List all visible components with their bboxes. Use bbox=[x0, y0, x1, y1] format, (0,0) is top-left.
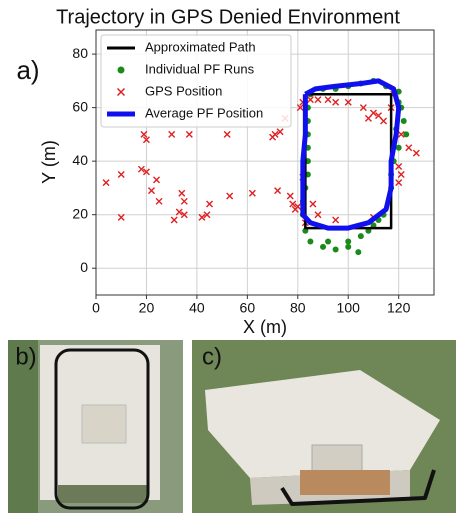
legend-swatch bbox=[117, 66, 125, 74]
path-line bbox=[304, 92, 393, 230]
pf-point bbox=[357, 233, 364, 240]
legend-label: GPS Position bbox=[145, 83, 222, 98]
gps-point bbox=[180, 197, 188, 205]
panel-label: c) bbox=[202, 343, 222, 370]
gps-point bbox=[198, 213, 206, 221]
pf-point bbox=[400, 118, 407, 125]
gps-point bbox=[397, 130, 405, 138]
gps-point bbox=[306, 96, 314, 104]
pf-point bbox=[403, 131, 410, 138]
gps-point bbox=[395, 179, 403, 187]
gps-point bbox=[332, 216, 340, 224]
pf-point bbox=[355, 249, 362, 256]
x-tick-label: 20 bbox=[139, 300, 155, 316]
x-tick-label: 120 bbox=[387, 300, 411, 316]
panel-label: b) bbox=[15, 343, 36, 370]
gps-point bbox=[140, 130, 148, 138]
gps-point bbox=[185, 130, 193, 138]
legend-box bbox=[100, 34, 292, 128]
pf-point bbox=[345, 243, 352, 250]
gps-point bbox=[405, 144, 413, 152]
gps-point bbox=[117, 171, 125, 179]
panel-label: a) bbox=[16, 55, 39, 85]
chart-title: Trajectory in GPS Denied Environment bbox=[56, 6, 400, 28]
plot-marks bbox=[102, 77, 420, 256]
y-tick-label: 20 bbox=[72, 205, 88, 221]
legend-label: Average PF Position bbox=[145, 105, 263, 120]
y-tick-label: 0 bbox=[80, 259, 88, 275]
gps-point bbox=[359, 104, 367, 112]
gps-point bbox=[332, 98, 340, 106]
gps-point bbox=[180, 211, 188, 219]
y-tick-label: 40 bbox=[72, 152, 88, 168]
gps-point bbox=[291, 205, 299, 213]
x-tick-label: 40 bbox=[189, 300, 205, 316]
photo-c: c) bbox=[192, 340, 456, 513]
y-tick-label: 60 bbox=[72, 98, 88, 114]
gps-point bbox=[203, 211, 211, 219]
gps-point bbox=[153, 176, 161, 184]
gps-point bbox=[274, 187, 282, 195]
gps-point bbox=[314, 211, 322, 219]
gps-point bbox=[206, 200, 214, 208]
photo-b: b) bbox=[8, 340, 183, 513]
gps-point bbox=[286, 192, 294, 200]
legend-label: Approximated Path bbox=[145, 39, 256, 54]
gps-point bbox=[395, 163, 403, 171]
plot-frame bbox=[95, 29, 435, 296]
pf-point bbox=[345, 238, 352, 245]
gps-point bbox=[147, 187, 155, 195]
gps-point bbox=[137, 165, 145, 173]
gps-point bbox=[175, 208, 183, 216]
gps-point bbox=[170, 216, 178, 224]
gps-point bbox=[142, 136, 150, 144]
gps-point bbox=[344, 98, 352, 106]
pf-point bbox=[320, 243, 327, 250]
gps-point bbox=[155, 197, 163, 205]
x-tick-label: 0 bbox=[92, 300, 100, 316]
gps-point bbox=[380, 117, 388, 125]
gps-point bbox=[369, 109, 377, 117]
gps-point bbox=[248, 189, 256, 197]
gps-point bbox=[168, 130, 176, 138]
pf-point bbox=[395, 144, 402, 151]
x-tick-label: 100 bbox=[337, 300, 361, 316]
pf-point bbox=[307, 238, 314, 245]
y-tick-label: 80 bbox=[72, 45, 88, 61]
pf-point bbox=[325, 238, 332, 245]
gps-point bbox=[412, 149, 420, 157]
gps-point bbox=[226, 192, 234, 200]
gps-point bbox=[102, 179, 110, 187]
gps-point bbox=[276, 128, 284, 136]
path-line bbox=[300, 78, 402, 231]
gps-point bbox=[223, 130, 231, 138]
gps-point bbox=[309, 200, 317, 208]
gps-point bbox=[271, 130, 279, 138]
gps-point bbox=[364, 114, 372, 122]
gps-point bbox=[375, 112, 383, 120]
gps-point bbox=[178, 189, 186, 197]
gps-point bbox=[142, 168, 150, 176]
x-axis-label: X (m) bbox=[243, 317, 287, 337]
x-tick-label: 60 bbox=[240, 300, 256, 316]
legend-swatch bbox=[116, 87, 126, 97]
gps-point bbox=[314, 96, 322, 104]
x-tick-label: 80 bbox=[290, 300, 306, 316]
gps-point bbox=[397, 171, 405, 179]
gps-point bbox=[117, 213, 125, 221]
gps-point bbox=[324, 96, 332, 104]
gps-point bbox=[289, 200, 297, 208]
y-axis-label: Y (m) bbox=[39, 140, 59, 184]
legend-label: Individual PF Runs bbox=[145, 61, 255, 76]
pf-point bbox=[332, 246, 339, 253]
gps-point bbox=[296, 104, 304, 112]
